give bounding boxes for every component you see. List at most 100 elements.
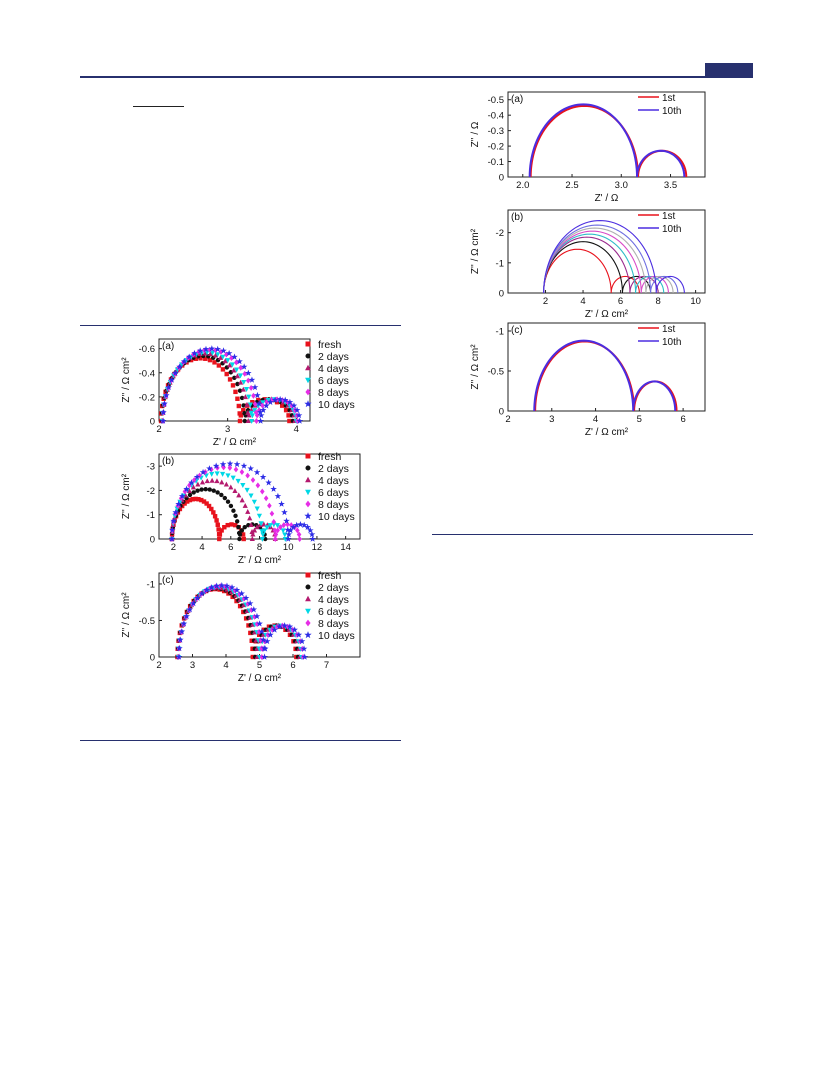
data-point: [263, 495, 269, 502]
data-point: [253, 468, 261, 476]
data-point: [248, 376, 256, 383]
x-tick-label: 6: [618, 296, 623, 307]
y-tick-label: -3: [147, 462, 155, 473]
series-line: [543, 248, 640, 294]
data-point: [248, 410, 254, 416]
y-tick-label: 0: [150, 535, 155, 546]
figure-bottom-rule-right: [432, 534, 753, 535]
y-tick-label: 0: [499, 407, 504, 418]
legend-label: 2 days: [318, 351, 349, 363]
data-point: [168, 535, 176, 542]
x-tick-label: 3: [549, 414, 554, 425]
legend-label: 1st: [662, 211, 676, 222]
data-point: [186, 606, 194, 613]
data-point: [231, 367, 237, 373]
x-tick-label: 10: [690, 296, 701, 307]
data-point: [246, 412, 252, 418]
data-point: [242, 594, 250, 601]
y-axis-label: Z'' / Ω: [470, 121, 481, 147]
data-point: [238, 364, 244, 371]
data-point: [206, 503, 212, 509]
data-point: [249, 536, 255, 542]
cycle-chart-b: 2 4 6 8 10 0 -1 -2 Z' / Ω cm² Z'' / Ω cm² (b) 1st 10…: [470, 209, 706, 320]
x-tick-label: 2: [543, 296, 548, 307]
data-point: [261, 653, 268, 660]
data-point: [243, 387, 250, 392]
data-point: [255, 482, 261, 489]
data-point: [233, 466, 239, 473]
data-point: [276, 623, 283, 630]
y-tick-label: -0.2: [139, 392, 155, 403]
y-tick-label: -2: [496, 228, 504, 239]
data-point: [247, 402, 253, 408]
data-point: [177, 636, 184, 643]
data-point: [235, 519, 240, 524]
data-point: [245, 377, 251, 384]
data-point: [248, 384, 254, 391]
legend-label: 10th: [662, 224, 681, 235]
data-point: [165, 383, 172, 391]
data-point: [246, 599, 254, 607]
data-point: [280, 528, 286, 534]
plot-frame: [507, 209, 706, 294]
data-point: [250, 531, 256, 537]
x-tick-label: 5: [637, 414, 642, 425]
data-point: [208, 345, 216, 352]
data-point: [285, 531, 293, 538]
legend-label: 10 days: [318, 511, 355, 523]
data-point: [234, 373, 241, 379]
data-point: [278, 524, 283, 531]
data-point: [238, 590, 245, 597]
y-axis-label: Z'' / Ω cm²: [121, 592, 132, 638]
data-point: [190, 599, 197, 607]
y-tick-label: -0.5: [488, 367, 504, 378]
data-point: [214, 478, 220, 484]
legend-marker: [305, 595, 311, 602]
data-point: [298, 637, 306, 645]
data-point: [275, 527, 280, 534]
series-6-days: [159, 350, 299, 424]
legend-marker: [305, 341, 311, 347]
legend-marker: [305, 465, 311, 471]
data-point: [229, 362, 235, 368]
legend-label: fresh: [318, 339, 342, 351]
y-tick-label: 0: [499, 173, 504, 184]
x-tick-label: 4: [580, 296, 585, 307]
data-point: [260, 400, 266, 406]
data-point: [308, 531, 316, 538]
x-tick-label: 3.5: [664, 180, 677, 191]
data-point: [253, 612, 261, 620]
data-point: [254, 391, 261, 399]
y-axis-label: Z'' / Ω cm²: [470, 228, 481, 274]
plot-frame: [507, 91, 706, 178]
data-point: [160, 408, 167, 416]
text-underline: [133, 106, 184, 107]
x-tick-label: 2.0: [516, 180, 529, 191]
data-point: [244, 487, 250, 493]
x-tick-label: 14: [340, 542, 351, 553]
data-point: [285, 521, 290, 528]
figure-bottom-rule-left: [80, 740, 401, 741]
data-point: [270, 485, 277, 492]
data-point: [267, 502, 272, 509]
data-point: [257, 417, 264, 424]
series-line: [543, 224, 679, 294]
data-point: [255, 400, 263, 407]
data-point: [239, 469, 245, 475]
legend-label: 10th: [662, 106, 681, 117]
data-point: [244, 401, 250, 407]
data-point: [274, 492, 282, 500]
legend-marker: [305, 364, 311, 371]
data-point: [286, 623, 294, 630]
data-point: [202, 345, 210, 352]
data-point: [234, 359, 239, 366]
data-point: [265, 479, 272, 486]
x-tick-label: 4: [593, 414, 598, 425]
data-point: [282, 532, 288, 538]
legend-label: 8 days: [318, 499, 349, 511]
x-tick-label: 3.0: [615, 180, 628, 191]
x-axis-label: Z' / Ω cm²: [213, 437, 257, 448]
data-point: [234, 367, 240, 373]
y-tick-label: -1: [496, 327, 504, 338]
data-point: [204, 478, 210, 484]
